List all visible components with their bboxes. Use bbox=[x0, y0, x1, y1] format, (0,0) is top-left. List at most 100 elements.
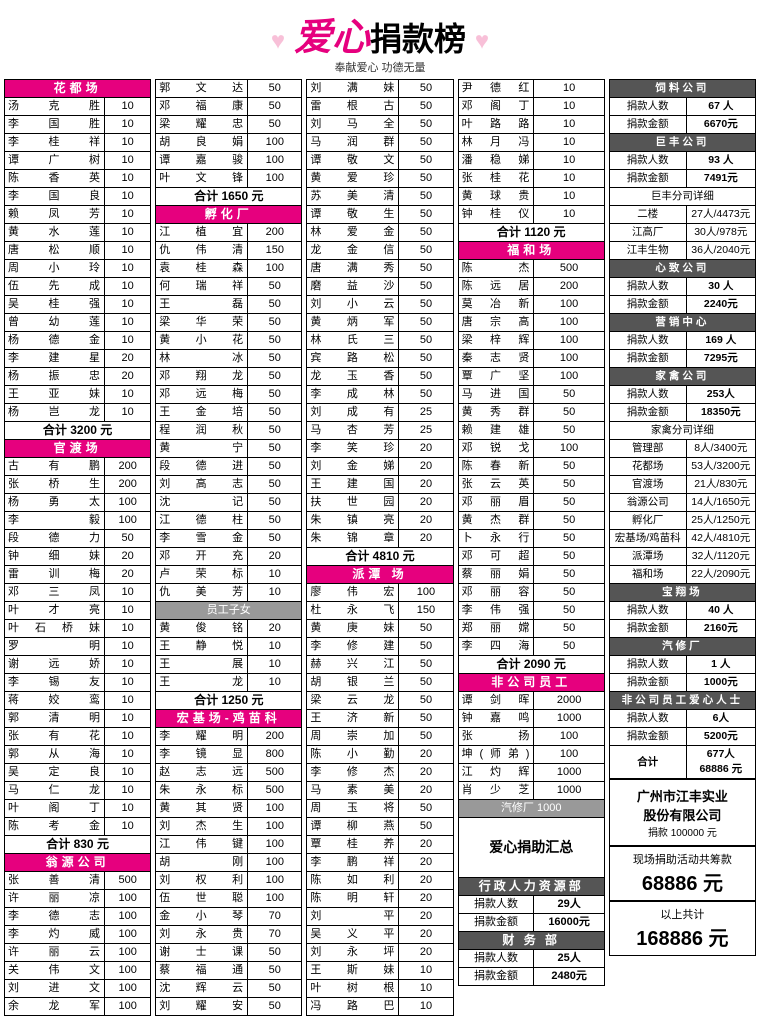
stat-label: 以上共计 bbox=[614, 906, 751, 922]
row-value: 2000 bbox=[534, 692, 604, 710]
table-row: 黄俊铭20 bbox=[156, 620, 302, 638]
row-value: 500 bbox=[248, 782, 302, 800]
heart-icon: ♥ bbox=[271, 28, 285, 55]
table-row: 邓阁丁10 bbox=[458, 98, 604, 116]
row-value: 10 bbox=[105, 818, 151, 836]
table-row: 伍世聪100 bbox=[156, 890, 302, 908]
table-row: 唐宗高100 bbox=[458, 314, 604, 332]
row-name: 黄俊铭 bbox=[156, 620, 248, 638]
row-name: 曾幼莲 bbox=[5, 314, 105, 332]
row-name: 吴定良 bbox=[5, 764, 105, 782]
row-value: 10 bbox=[105, 116, 151, 134]
row-name: 许丽凉 bbox=[5, 890, 105, 908]
stat-label: 捐款人数 bbox=[458, 950, 534, 968]
row-name: 谭嘉骏 bbox=[156, 152, 248, 170]
row-name: 尹德红 bbox=[458, 80, 534, 98]
row-value: 100 bbox=[534, 296, 604, 314]
row-name: 卜永行 bbox=[458, 530, 534, 548]
row-value: 800 bbox=[248, 746, 302, 764]
row-name: 朱锦章 bbox=[307, 530, 399, 548]
row-name: 马仁龙 bbox=[5, 782, 105, 800]
row-name: 李成林 bbox=[307, 386, 399, 404]
table-row: 周玉将50 bbox=[307, 800, 453, 818]
row-name: 龙金信 bbox=[307, 242, 399, 260]
row-value: 1000 bbox=[534, 710, 604, 728]
row-value: 50 bbox=[399, 368, 453, 386]
detail-name: 花都场 bbox=[609, 458, 686, 476]
table-row: 梁耀忠50 bbox=[156, 116, 302, 134]
table-row: 郭文达50 bbox=[156, 80, 302, 98]
row-name: 陈如利 bbox=[307, 872, 399, 890]
section-header: 员工子女 bbox=[156, 602, 302, 620]
row-name: 李国良 bbox=[5, 188, 105, 206]
row-value: 10 bbox=[105, 278, 151, 296]
row-value: 100 bbox=[105, 494, 151, 512]
stat-value: 6人 bbox=[686, 710, 755, 728]
stat-row: 捐款人数253人 bbox=[609, 386, 755, 404]
table-row: 李德志100 bbox=[5, 908, 151, 926]
detail-value: 53人/3200元 bbox=[686, 458, 755, 476]
row-value: 20 bbox=[399, 746, 453, 764]
row-value: 10 bbox=[105, 404, 151, 422]
section-title: 饲料公司 bbox=[609, 80, 755, 98]
detail-value: 27人/4473元 bbox=[686, 206, 755, 224]
stat-row: 捐款人数30 人 bbox=[609, 278, 755, 296]
row-value: 50 bbox=[534, 494, 604, 512]
table-row: 王静悦10 bbox=[156, 638, 302, 656]
table-row: 朱永标500 bbox=[156, 782, 302, 800]
row-value: 100 bbox=[105, 890, 151, 908]
row-name: 许丽云 bbox=[5, 944, 105, 962]
table-row: 邓福康50 bbox=[156, 98, 302, 116]
row-name: 邓翔龙 bbox=[156, 368, 248, 386]
row-value: 100 bbox=[105, 944, 151, 962]
row-name: 关伟文 bbox=[5, 962, 105, 980]
detail-row: 福和场22人/2090元 bbox=[609, 566, 755, 584]
row-name: 马进国 bbox=[458, 386, 534, 404]
row-value: 100 bbox=[534, 350, 604, 368]
stat-value: 29人 bbox=[534, 896, 604, 914]
total-value: 677人68886 元 bbox=[686, 746, 755, 779]
row-value: 50 bbox=[248, 278, 302, 296]
row-name: 谢士课 bbox=[156, 944, 248, 962]
row-value: 50 bbox=[399, 134, 453, 152]
table-row: 林 冰50 bbox=[156, 350, 302, 368]
detail-value: 21人/830元 bbox=[686, 476, 755, 494]
row-value: 50 bbox=[248, 116, 302, 134]
stat-row: 捐款金额5200元 bbox=[609, 728, 755, 746]
stat-value: 2480元 bbox=[534, 968, 604, 986]
row-value: 10 bbox=[105, 728, 151, 746]
table-row: 黄秀群50 bbox=[458, 404, 604, 422]
table-row: 伍先成10 bbox=[5, 278, 151, 296]
stat-value: 7295元 bbox=[686, 350, 755, 368]
row-name: 刘永坪 bbox=[307, 944, 399, 962]
section-header: 行政人力资源部 bbox=[458, 878, 604, 896]
table-row: 李耀明200 bbox=[156, 728, 302, 746]
column-1: 花都场汤克胜10李国胜10李桂祥10谭广树10陈香英10李国良10赖凤芳10黄水… bbox=[4, 79, 151, 1016]
table-row: 龙玉香50 bbox=[307, 368, 453, 386]
section-title: 孵化厂 bbox=[156, 206, 302, 224]
table-row: 江伟键100 bbox=[156, 836, 302, 854]
row-value: 50 bbox=[248, 314, 302, 332]
table-row: 马素美20 bbox=[307, 782, 453, 800]
stat-value: 2240元 bbox=[686, 296, 755, 314]
detail-value: 8人/3400元 bbox=[686, 440, 755, 458]
row-value: 20 bbox=[399, 458, 453, 476]
row-value: 20 bbox=[399, 890, 453, 908]
row-value: 20 bbox=[399, 440, 453, 458]
section-total: 合计 2090 元 bbox=[458, 656, 604, 674]
page-title: ♥ 爱心捐款榜 ♥ bbox=[0, 6, 760, 61]
row-value: 50 bbox=[534, 530, 604, 548]
row-name: 秦志贤 bbox=[458, 350, 534, 368]
row-value: 20 bbox=[105, 368, 151, 386]
stat-label: 捐款金额 bbox=[458, 914, 534, 932]
table-row: 吴桂强10 bbox=[5, 296, 151, 314]
row-name: 邓三凤 bbox=[5, 584, 105, 602]
row-value: 20 bbox=[399, 512, 453, 530]
row-name: 江德柱 bbox=[156, 512, 248, 530]
table-row: 古有鹏200 bbox=[5, 458, 151, 476]
table-row: 李毅100 bbox=[5, 512, 151, 530]
stat-value: 169 人 bbox=[686, 332, 755, 350]
stat-row: 捐款金额2240元 bbox=[609, 296, 755, 314]
table-row: 黄水莲10 bbox=[5, 224, 151, 242]
company-box: 广州市江丰实业股份有限公司捐款 100000 元 bbox=[609, 779, 756, 846]
